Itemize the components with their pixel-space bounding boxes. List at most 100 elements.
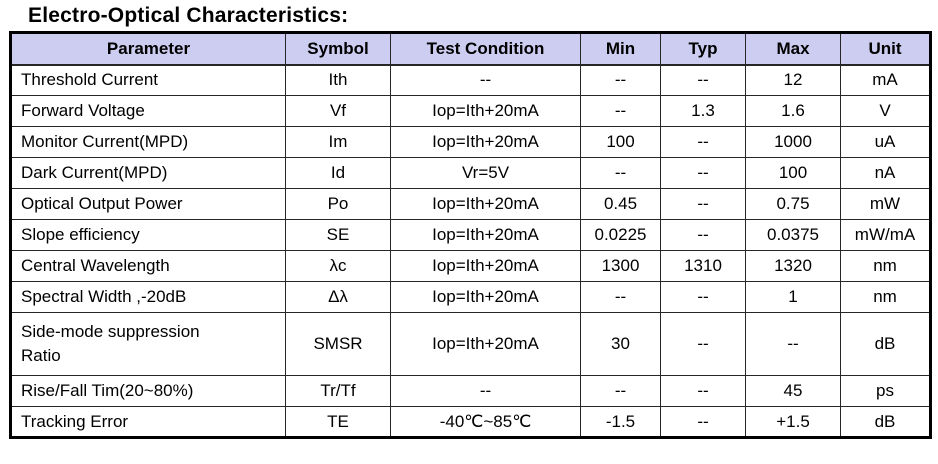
cell-parameter: Spectral Width ,-20dB	[10, 281, 286, 313]
cell-max: 12	[745, 64, 841, 96]
cell-min: 1300	[580, 250, 661, 282]
cell-typ: --	[660, 126, 746, 158]
cell-typ: --	[660, 188, 746, 220]
table-row: Forward Voltage Vf Iop=Ith+20mA -- 1.3 1.6 V	[10, 95, 931, 127]
cell-typ: --	[660, 312, 746, 376]
cell-test-condition: Iop=Ith+20mA	[390, 126, 581, 158]
cell-unit: nm	[840, 281, 931, 313]
cell-test-condition: Iop=Ith+20mA	[390, 250, 581, 282]
cell-min: 30	[580, 312, 661, 376]
cell-typ: --	[660, 157, 746, 189]
header-unit: Unit	[840, 32, 931, 66]
cell-test-condition: --	[390, 64, 581, 96]
cell-typ: --	[660, 406, 746, 438]
cell-max: 45	[745, 375, 841, 407]
header-typ: Typ	[660, 32, 746, 66]
cell-symbol: Id	[285, 157, 391, 189]
cell-max: 0.0375	[745, 219, 841, 251]
cell-max: 0.75	[745, 188, 841, 220]
header-min: Min	[580, 32, 661, 66]
cell-parameter: Central Wavelength	[10, 250, 286, 282]
cell-max: +1.5	[745, 406, 841, 438]
cell-test-condition: Iop=Ith+20mA	[390, 95, 581, 127]
page-title: Electro-Optical Characteristics:	[28, 4, 349, 27]
table-row: Optical Output Power Po Iop=Ith+20mA 0.45 --…	[10, 188, 931, 220]
cell-unit: nA	[840, 157, 931, 189]
cell-test-condition: Vr=5V	[390, 157, 581, 189]
cell-unit: V	[840, 95, 931, 127]
table-header-row: Parameter Symbol Test Condition Min Typ …	[10, 32, 931, 66]
table-row: Slope efficiency SE Iop=Ith+20mA 0.0225 -- 0.…	[10, 219, 931, 251]
cell-symbol: Vf	[285, 95, 391, 127]
cell-symbol: Δλ	[285, 281, 391, 313]
cell-max: 1000	[745, 126, 841, 158]
cell-unit: mA	[840, 64, 931, 96]
cell-parameter: Tracking Error	[10, 406, 286, 438]
cell-unit: ps	[840, 375, 931, 407]
header-symbol: Symbol	[285, 32, 391, 66]
cell-symbol: TE	[285, 406, 391, 438]
cell-symbol: SE	[285, 219, 391, 251]
cell-typ: --	[660, 219, 746, 251]
cell-typ: --	[660, 64, 746, 96]
cell-symbol: Im	[285, 126, 391, 158]
electro-optical-characteristics-table: Parameter Symbol Test Condition Min Typ …	[9, 31, 932, 439]
cell-min: 100	[580, 126, 661, 158]
cell-parameter: Optical Output Power	[10, 188, 286, 220]
cell-max: 100	[745, 157, 841, 189]
cell-max: 1320	[745, 250, 841, 282]
header-max: Max	[745, 32, 841, 66]
cell-parameter: Slope efficiency	[10, 219, 286, 251]
table-row: Monitor Current(MPD) Im Iop=Ith+20mA 100 -- 1…	[10, 126, 931, 158]
cell-symbol: Po	[285, 188, 391, 220]
header-test-condition: Test Condition	[390, 32, 581, 66]
cell-unit: mW	[840, 188, 931, 220]
cell-min: 0.0225	[580, 219, 661, 251]
cell-min: --	[580, 95, 661, 127]
cell-min: 0.45	[580, 188, 661, 220]
cell-min: --	[580, 375, 661, 407]
cell-unit: dB	[840, 312, 931, 376]
cell-test-condition: -40℃~85℃	[390, 406, 581, 438]
cell-parameter: Threshold Current	[10, 64, 286, 96]
cell-parameter: Dark Current(MPD)	[10, 157, 286, 189]
cell-unit: uA	[840, 126, 931, 158]
cell-max: --	[745, 312, 841, 376]
cell-test-condition: Iop=Ith+20mA	[390, 188, 581, 220]
table-row: Rise/Fall Tim(20~80%) Tr/Tf -- -- -- 45 ps	[10, 375, 931, 407]
cell-symbol: Tr/Tf	[285, 375, 391, 407]
cell-min: --	[580, 64, 661, 96]
cell-min: --	[580, 281, 661, 313]
cell-typ: --	[660, 375, 746, 407]
cell-symbol: λc	[285, 250, 391, 282]
cell-min: -1.5	[580, 406, 661, 438]
cell-test-condition: --	[390, 375, 581, 407]
cell-symbol: SMSR	[285, 312, 391, 376]
cell-typ: 1310	[660, 250, 746, 282]
cell-test-condition: Iop=Ith+20mA	[390, 312, 581, 376]
cell-unit: nm	[840, 250, 931, 282]
table-row: Central Wavelength λc Iop=Ith+20mA 1300 1310…	[10, 250, 931, 282]
cell-max: 1	[745, 281, 841, 313]
cell-unit: dB	[840, 406, 931, 438]
cell-test-condition: Iop=Ith+20mA	[390, 219, 581, 251]
table-row: Tracking Error TE -40℃~85℃ -1.5 -- +1.5 dB	[10, 406, 931, 438]
cell-unit: mW/mA	[840, 219, 931, 251]
cell-typ: --	[660, 281, 746, 313]
cell-parameter: Forward Voltage	[10, 95, 286, 127]
table-row: Dark Current(MPD) Id Vr=5V -- -- 100 nA	[10, 157, 931, 189]
cell-parameter: Rise/Fall Tim(20~80%)	[10, 375, 286, 407]
cell-symbol: Ith	[285, 64, 391, 96]
cell-parameter: Monitor Current(MPD)	[10, 126, 286, 158]
header-parameter: Parameter	[10, 32, 286, 66]
table-body: Threshold Current Ith -- -- -- 12 mA Forward Vo…	[10, 64, 931, 438]
table-row: Side-mode suppression Ratio SMSR Iop=Ith+2…	[10, 312, 931, 376]
cell-min: --	[580, 157, 661, 189]
table-row: Spectral Width ,-20dB Δλ Iop=Ith+20mA -- -- 1…	[10, 281, 931, 313]
cell-parameter: Side-mode suppression Ratio	[10, 312, 286, 376]
cell-max: 1.6	[745, 95, 841, 127]
cell-test-condition: Iop=Ith+20mA	[390, 281, 581, 313]
table-row: Threshold Current Ith -- -- -- 12 mA	[10, 64, 931, 96]
cell-typ: 1.3	[660, 95, 746, 127]
